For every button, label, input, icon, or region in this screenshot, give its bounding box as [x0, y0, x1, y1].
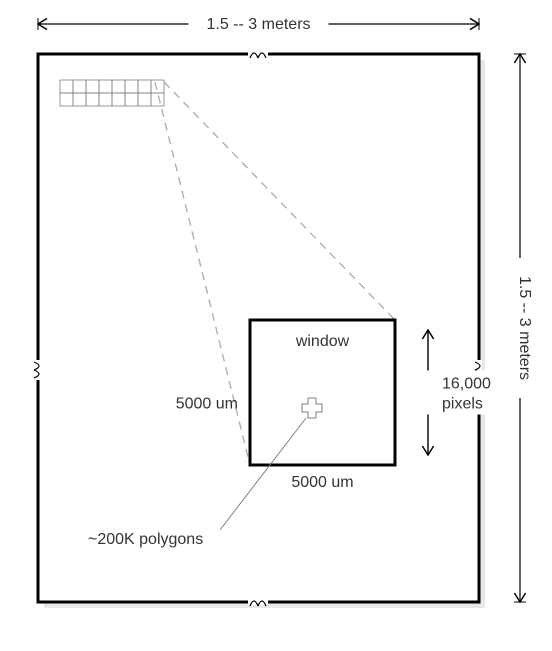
window-right-label-2: pixels — [442, 396, 483, 413]
right-dimension-label: 1.5 -- 3 meters — [516, 276, 533, 380]
window-left-label: 5000 um — [176, 396, 238, 413]
window-right-label-1: 16,000 — [442, 376, 491, 393]
top-dimension-label: 1.5 -- 3 meters — [206, 16, 310, 33]
window-label: window — [295, 333, 350, 350]
window-bottom-label: 5000 um — [291, 474, 353, 491]
polygon-label: ~200K polygons — [88, 531, 203, 548]
